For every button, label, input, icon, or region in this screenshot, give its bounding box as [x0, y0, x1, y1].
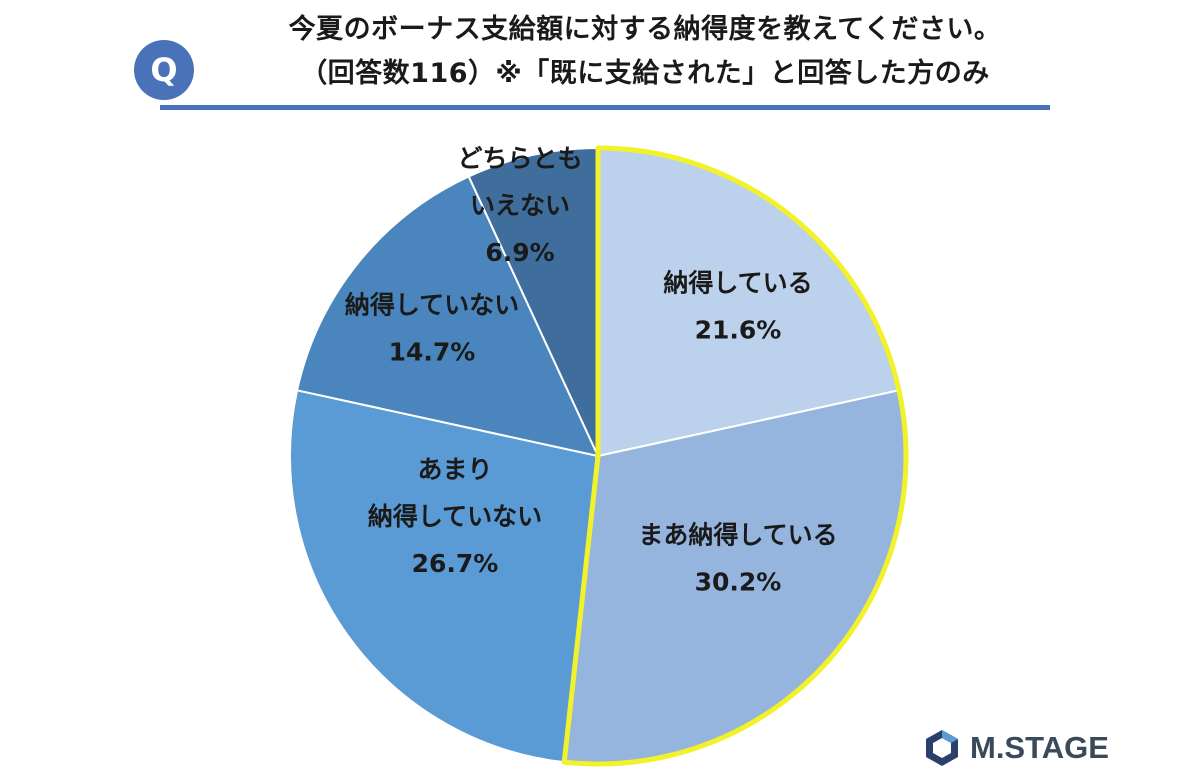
slice-value-label-4: 14.7% [389, 338, 476, 367]
highlight-outline [561, 145, 909, 767]
slice-category-label-3: あまり [417, 455, 492, 484]
question-line-2: （回答数116）※「既に支給された」と回答した方のみ [300, 58, 990, 89]
slice-value-label-3: 26.7% [412, 549, 499, 578]
slice-category-label-3: 納得していない [368, 502, 542, 531]
brand-logo: M.STAGE [922, 726, 1109, 770]
title-underline [160, 105, 1050, 110]
slice-value-label-1: 21.6% [695, 316, 782, 345]
hexagon-logo-icon [926, 730, 958, 766]
slice-value-label-5: 6.9% [485, 238, 554, 267]
slice-category-label-5: どちらとも [457, 144, 582, 173]
slice-category-label-4: 納得していない [345, 291, 519, 320]
pie-slice-3 [289, 389, 600, 764]
question-title: 今夏のボーナス支給額に対する納得度を教えてください。 （回答数116）※「既に支… [205, 8, 1085, 96]
pie-slice-5 [467, 146, 599, 457]
pie-slice-4 [295, 175, 600, 458]
slice-category-label-2: まあ納得している [638, 521, 837, 550]
question-line-1: 今夏のボーナス支給額に対する納得度を教えてください。 [288, 14, 1002, 45]
slice-category-label-5: いえない [470, 191, 570, 220]
slice-value-label-2: 30.2% [695, 568, 782, 597]
logo-text: M.STAGE [970, 730, 1109, 765]
question-badge: Q [134, 40, 194, 100]
slice-category-label-1: 納得している [663, 269, 812, 298]
